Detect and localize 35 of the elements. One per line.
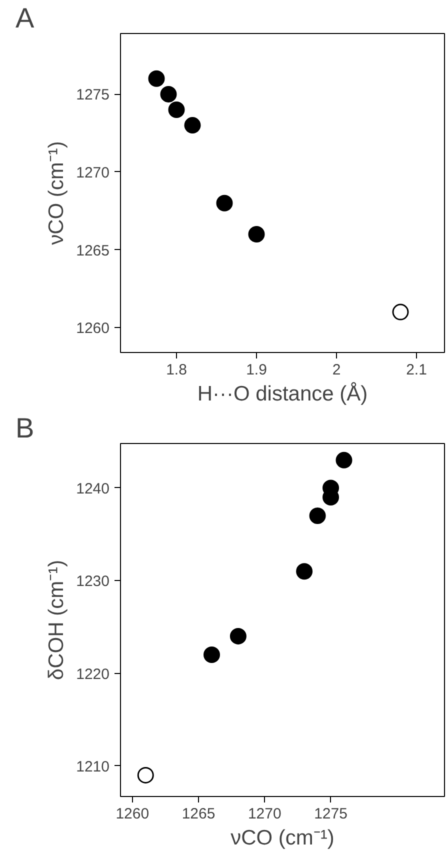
x-tick-label: 1260: [116, 806, 150, 822]
point: [336, 452, 352, 468]
point: [148, 70, 165, 87]
point: [160, 86, 177, 102]
y-tick-label: 1240: [76, 480, 110, 498]
x-tick-label: 1265: [182, 806, 216, 822]
point: [296, 563, 313, 580]
point: [168, 102, 185, 118]
point: [184, 117, 201, 134]
y-tick-label: 1265: [76, 242, 110, 260]
point: [392, 304, 409, 320]
x-tick-label: 2: [332, 362, 341, 378]
y-tick-label: 1230: [76, 573, 110, 590]
y-axis-title: νCO (cm⁻¹): [45, 141, 68, 245]
x-tick-label: 1.9: [246, 362, 267, 378]
point: [309, 508, 326, 524]
y-tick-label: 1210: [76, 758, 110, 776]
y-tick-label: 1220: [76, 666, 110, 683]
point: [230, 628, 246, 644]
x-tick-label: 1275: [314, 806, 348, 822]
x-axis-title: νCO (cm⁻¹): [230, 826, 334, 850]
x-tick-label: 1.8: [166, 362, 187, 378]
x-axis-title: H···O distance (Å): [197, 382, 368, 406]
point: [204, 646, 220, 663]
point: [248, 226, 265, 242]
point: [137, 766, 154, 784]
y-axis-title: δCOH (cm⁻¹): [45, 560, 68, 680]
x-tick-label: 2.1: [406, 362, 427, 378]
x-tick-label: 1270: [248, 806, 282, 822]
y-tick-label: 1260: [76, 320, 110, 338]
text: B: [16, 412, 34, 444]
y-tick-label: 1270: [76, 164, 110, 182]
text: A: [16, 2, 34, 34]
point: [216, 194, 233, 212]
y-tick-label: 1275: [76, 86, 110, 104]
